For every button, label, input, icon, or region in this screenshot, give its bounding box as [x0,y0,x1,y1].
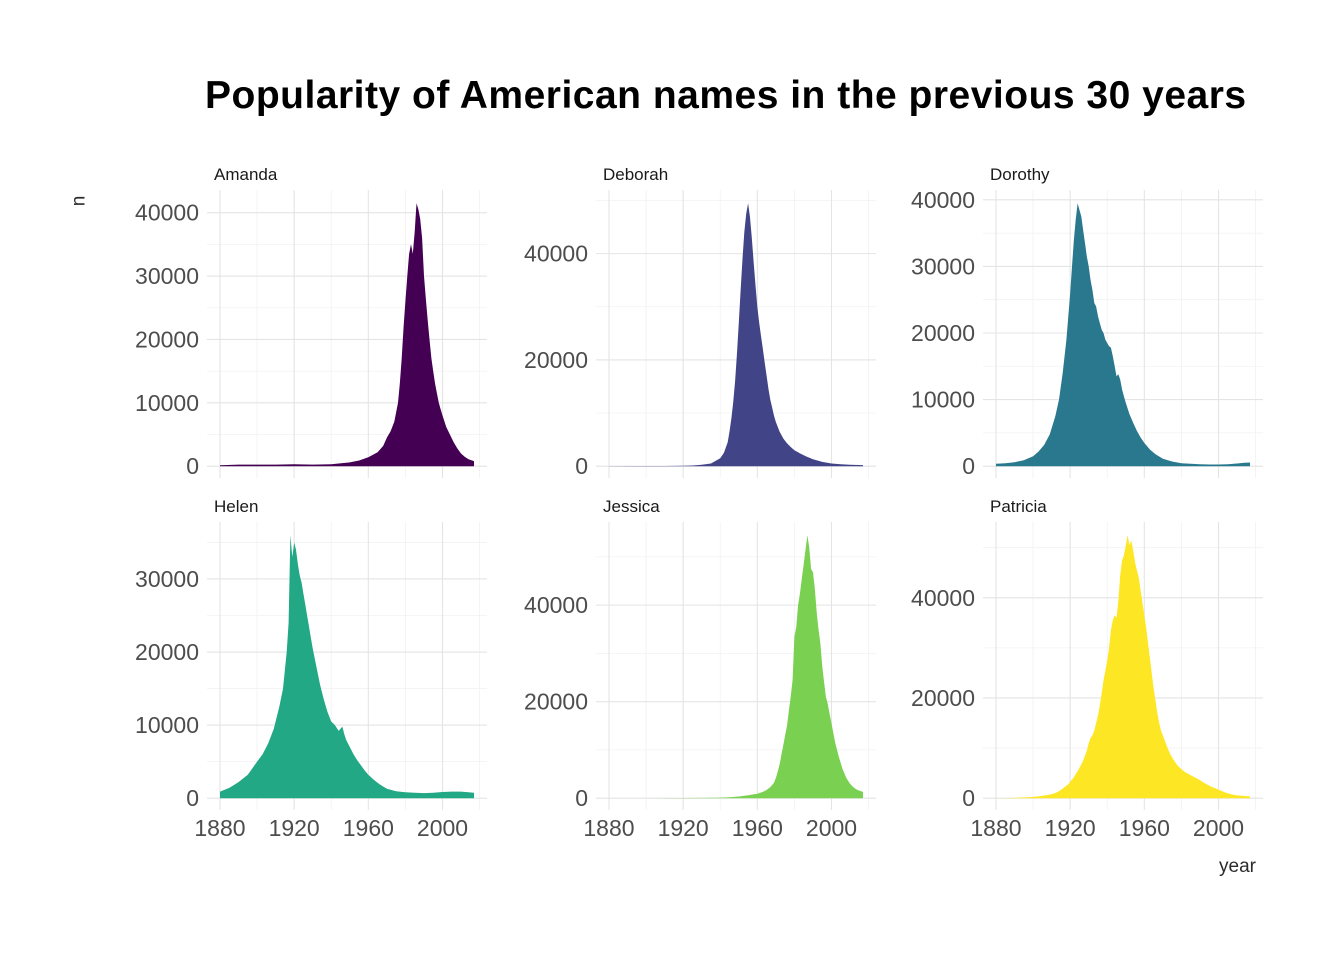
area-series-helen [220,535,474,799]
y-tick-label: 20000 [524,689,588,715]
y-tick-label: 40000 [524,592,588,618]
facet-helen: Helen 0 10000 20000 30000 1880 1920 1960 2000 [107,495,491,844]
y-tick-label: 0 [575,785,588,811]
x-tick-label: 2000 [1193,815,1244,841]
y-tick-label: 40000 [911,585,975,611]
x-tick-label: 1960 [732,815,783,841]
facet-panel: 0 10000 20000 30000 40000 [135,190,487,478]
y-tick-label: 0 [962,785,975,811]
x-tick-label: 1960 [1119,815,1170,841]
x-tick-label: 1920 [658,815,709,841]
facet-strip-label: Patricia [990,497,1047,516]
x-axis-title: year [1219,856,1256,877]
y-tick-label: 30000 [135,263,199,289]
facet-panel: 0 10000 20000 30000 1880 1920 1960 2000 [135,522,487,841]
y-tick-label: 20000 [911,685,975,711]
x-tick-label: 1960 [343,815,394,841]
area-series-jessica [609,535,863,799]
facet-strip-label: Jessica [603,497,660,516]
y-tick-label: 20000 [911,320,975,346]
x-tick-label: 2000 [806,815,857,841]
y-tick-label: 30000 [135,566,199,592]
facet-strip-label: Helen [214,497,259,516]
area-series-patricia [996,535,1250,799]
y-tick-label: 40000 [135,200,199,226]
chart-title: Popularity of American names in the prev… [205,74,1247,117]
facet-panel: 0 20000 40000 1880 1920 1960 2000 [524,522,876,841]
y-tick-label: 30000 [911,253,975,279]
y-tick-label: 20000 [135,326,199,352]
area-series-amanda [220,203,474,467]
area-series-deborah [609,203,863,467]
y-tick-label: 0 [962,453,975,478]
facet-jessica: Jessica 0 20000 40000 1880 1920 1960 2000 [496,495,880,844]
facet-amanda: Amanda 0 10000 20000 30000 40000 [107,163,491,478]
y-tick-label: 20000 [524,347,588,373]
facet-strip-label: Amanda [214,165,278,184]
x-tick-label: 1880 [194,815,245,841]
y-tick-label: 0 [575,453,588,478]
x-tick-label: 1880 [583,815,634,841]
facet-strip-label: Dorothy [990,165,1050,184]
area-series-dorothy [996,203,1250,467]
facet-panel: 0 10000 20000 30000 40000 [911,190,1263,478]
y-tick-label: 0 [186,453,199,478]
x-tick-label: 1920 [1045,815,1096,841]
y-tick-label: 40000 [911,190,975,213]
y-tick-label: 10000 [911,387,975,413]
x-tick-label: 2000 [417,815,468,841]
x-tick-label: 1920 [269,815,320,841]
facet-panel: 0 20000 40000 [524,190,876,478]
facet-deborah: Deborah 0 20000 40000 [496,163,880,478]
facet-dorothy: Dorothy 0 10000 20000 30000 40000 [883,163,1267,478]
facet-panel: 0 20000 40000 1880 1920 1960 2000 [911,522,1263,841]
facet-patricia: Patricia 0 20000 40000 1880 1920 1960 2000 [883,495,1267,844]
y-tick-label: 10000 [135,390,199,416]
facet-strip-label: Deborah [603,165,669,184]
y-tick-label: 0 [186,785,199,811]
y-tick-label: 20000 [135,639,199,665]
x-tick-label: 1880 [970,815,1021,841]
y-tick-label: 10000 [135,712,199,738]
y-tick-label: 40000 [524,241,588,267]
y-axis-title: n [68,195,90,207]
